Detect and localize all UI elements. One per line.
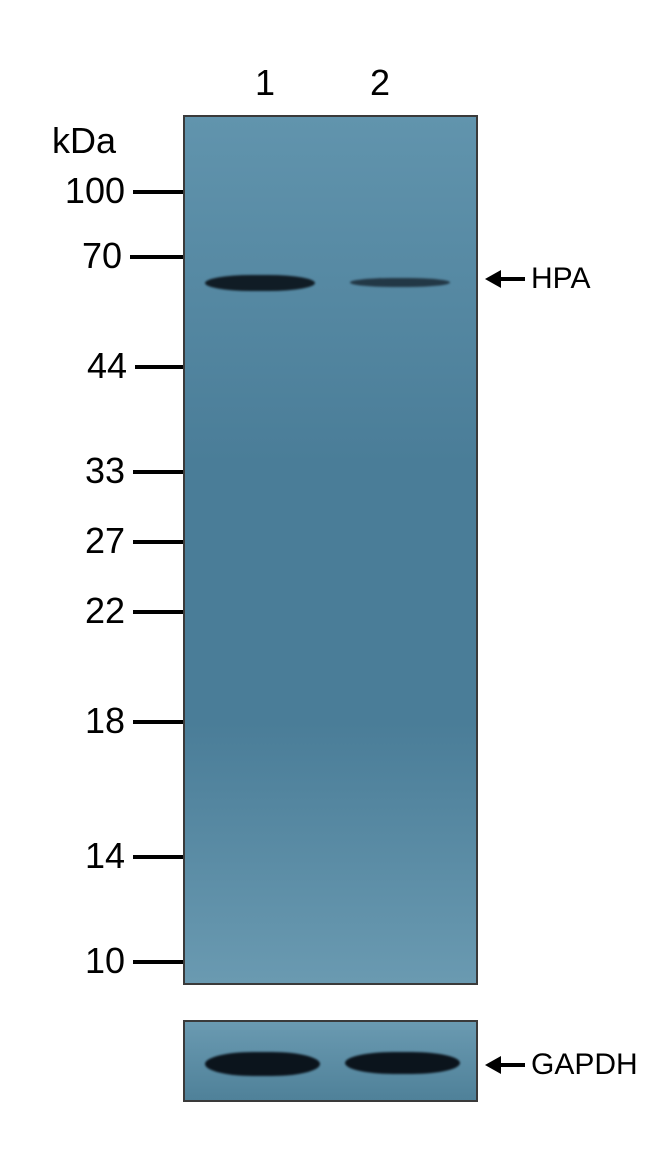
protein-band [205, 1052, 320, 1076]
lane-header-1: 1 [255, 62, 275, 104]
mw-label: 22 [45, 590, 125, 632]
protein-band [350, 278, 450, 287]
mw-tick [133, 960, 183, 964]
mw-tick [133, 190, 183, 194]
band-label-text: HPA [531, 262, 590, 296]
lane-header-2: 2 [370, 62, 390, 104]
hpa-arrow-label: HPA [485, 262, 590, 296]
mw-tick [133, 470, 183, 474]
mw-label: 70 [42, 235, 122, 277]
band-label-text: GAPDH [531, 1048, 638, 1082]
main-blot-membrane [183, 115, 478, 985]
mw-label: 14 [45, 835, 125, 877]
mw-label: 33 [45, 450, 125, 492]
mw-tick [130, 255, 183, 259]
mw-tick [133, 540, 183, 544]
mw-label: 10 [45, 940, 125, 982]
arrow-left-icon [485, 1053, 525, 1077]
protein-band [205, 275, 315, 291]
western-blot-figure: kDa 1 2 100 70 44 33 27 22 18 14 10 HPA GAPDH [0, 0, 650, 1156]
mw-tick [133, 855, 183, 859]
mw-label: 100 [45, 170, 125, 212]
mw-tick [133, 610, 183, 614]
mw-tick [133, 720, 183, 724]
gapdh-arrow-label: GAPDH [485, 1048, 638, 1082]
mw-tick [135, 365, 183, 369]
mw-label: 27 [45, 520, 125, 562]
protein-band [345, 1052, 460, 1074]
mw-label: 18 [45, 700, 125, 742]
unit-label: kDa [52, 120, 116, 162]
mw-label: 44 [47, 345, 127, 387]
arrow-left-icon [485, 267, 525, 291]
